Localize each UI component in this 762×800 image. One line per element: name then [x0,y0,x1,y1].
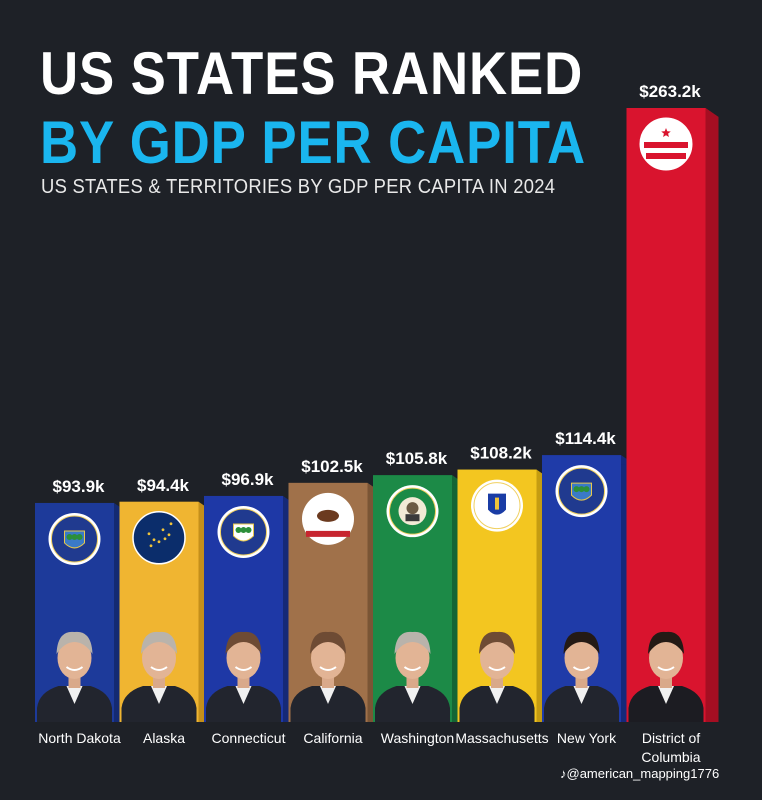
bar-group-6 [542,455,634,722]
new-york-seal-icon [555,465,608,518]
category-label: Washington [381,730,454,746]
washington-seal-icon [386,485,439,538]
tiktok-icon: ♪ [560,766,567,781]
governor-portrait [544,631,619,722]
governor-portrait [37,631,112,722]
governor-portrait [290,631,366,722]
value-label: $114.4k [555,429,616,448]
bar-group-3 [288,482,381,722]
alaska-flag-icon [132,511,186,565]
category-label: North Dakota [38,730,121,746]
category-label: California [303,730,362,746]
california-flag-icon [302,492,354,545]
value-label: $108.2k [470,444,532,463]
value-label: $96.9k [222,470,275,489]
chart-title-line1: US STATES RANKED [40,40,584,107]
governor-portrait [121,631,197,722]
dc-flag-icon [639,117,693,171]
governor-portrait [375,631,450,722]
bar-group-0 [35,502,127,722]
value-label: $105.8k [386,449,448,468]
value-label: $102.5k [301,457,363,476]
value-label: $93.9k [53,477,106,496]
bar-side [705,108,719,722]
bar-group-1 [119,501,212,722]
value-label: $263.2k [639,82,701,101]
category-label: Alaska [143,730,185,746]
north-dakota-seal-icon [48,512,101,565]
governor-portrait [459,631,535,722]
bar [626,108,706,722]
value-label: $94.4k [137,476,190,495]
chart-subtitle: US STATES & TERRITORIES BY GDP PER CAPIT… [41,176,556,198]
category-label: Columbia [641,749,700,765]
massachusetts-seal-icon [471,479,523,532]
bar-group-7 [626,108,719,722]
category-label: Connecticut [212,730,286,746]
governor-portrait [628,631,704,722]
connecticut-seal-icon [217,505,270,558]
watermark-tiktok: ♪@american_mapping1776 [560,766,719,781]
category-label: District of [642,730,700,746]
bar-group-2 [204,495,296,722]
bar-group-5 [457,469,550,722]
category-label: New York [557,730,617,746]
watermark-handle: @american_mapping1776 [566,766,720,781]
governor-portrait [206,631,281,722]
chart-title-line2: BY GDP PER CAPITA [40,109,587,176]
bar-group-4 [373,475,465,722]
category-label: Massachusetts [455,730,548,746]
